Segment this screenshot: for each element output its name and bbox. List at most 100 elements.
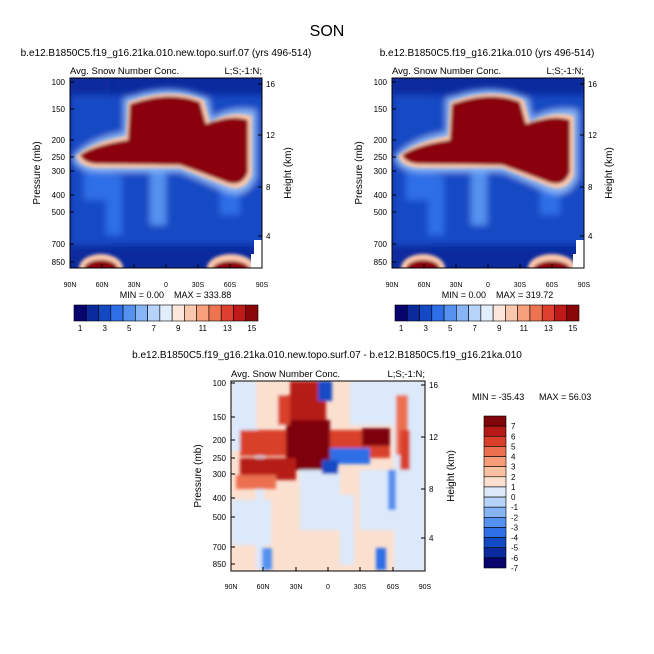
panel-a-right-label: L;S;-1:N;: [225, 66, 263, 77]
panel-a-title: b.e12.B1850C5.f19_g16.21ka.010.new.topo.…: [21, 48, 312, 59]
panel-a-ytick: 700: [52, 240, 66, 249]
panel-a-colorbar-swatch: [98, 304, 112, 322]
panel-c-ylabel-right: Height (km): [446, 450, 457, 502]
panel-c-ytick: 400: [213, 494, 227, 503]
panel-b-max-label: MAX = 319.72: [496, 290, 553, 300]
panel-b-ytick-right: 4: [588, 232, 593, 241]
panel-b-title: b.e12.B1850C5.f19_g16.21ka.010 (yrs 496-…: [380, 48, 595, 59]
panel-b-colorbar-label: 13: [544, 324, 553, 333]
panel-c-xtick: 90S: [419, 584, 432, 591]
panel-a-field: [70, 78, 262, 268]
panel-b-min-label: MIN = 0.00: [442, 290, 486, 300]
panel-a-ytick: 200: [52, 136, 66, 145]
panel-a-colorbar-label: 1: [78, 324, 83, 333]
panel-c-ytick: 300: [213, 470, 227, 479]
panel-b-colorbar-swatch: [406, 304, 420, 322]
panel-a-colorbar-swatch: [147, 304, 161, 322]
panel-c-colorbar-label: 7: [511, 422, 516, 431]
panel-b-colorbar-swatch: [492, 304, 506, 322]
panel-a-ylabel-right: Height (km): [283, 147, 294, 199]
panel-b-ytick-right: 12: [588, 131, 597, 140]
panel-b-colorbar-swatch: [480, 304, 494, 322]
panel-c-ytick: 250: [213, 454, 227, 463]
panel-a-colorbar-swatch: [233, 304, 247, 322]
panel-a-ytick: 850: [52, 258, 66, 267]
panel-c-colorbar-label: -7: [511, 564, 519, 573]
panel-c-colorbar-swatch: [483, 435, 507, 447]
panel-c-colorbar-label: -6: [511, 554, 519, 563]
panel-a-colorbar-swatch: [208, 304, 222, 322]
panel-c-colorbar-label: 1: [511, 483, 516, 492]
panel-a-colorbar-swatch: [245, 304, 259, 322]
panel-c-colorbar-label: 0: [511, 493, 516, 502]
panel-a-colorbar-label: 5: [127, 324, 132, 333]
panel-a-min-label: MIN = 0.00: [120, 290, 164, 300]
panel-b-right-label: L;S;-1:N;: [547, 66, 585, 77]
panel-b-ytick: 150: [374, 105, 388, 114]
panel-c-colorbar-swatch: [483, 425, 507, 437]
panel-c-field: [231, 381, 425, 571]
panel-b-xtick: 0: [486, 282, 490, 289]
panel-c-colorbar-label: 4: [511, 453, 516, 462]
panel-b-colorbar-swatch: [505, 304, 518, 322]
panel-b-colorbar-label: 15: [568, 324, 577, 333]
panel-c-ytick-right: 16: [429, 381, 438, 390]
panel-c-colorbar-swatch: [483, 415, 507, 427]
panel-b-colorbar-label: 1: [399, 324, 404, 333]
panel-b-colorbar-label: 9: [497, 324, 502, 333]
panel-a-xtick: 90S: [256, 282, 269, 289]
panel-c-ytick: 150: [213, 413, 227, 422]
panel-a-ytick-right: 4: [266, 232, 271, 241]
panel-b-ytick-right: 8: [588, 183, 593, 192]
panel-b-ytick: 400: [374, 191, 388, 200]
panel-b-ylabel: Pressure (mb): [354, 141, 365, 204]
panel-c-colorbar-label: -1: [511, 503, 519, 512]
panel-a-colorbar-label: 13: [223, 324, 232, 333]
panel-b-colorbar-swatch: [456, 304, 469, 322]
panel-b-colorbar-swatch: [566, 304, 580, 322]
panel-b-xtick: 60S: [546, 282, 559, 289]
panel-a-colorbar-swatch: [73, 304, 87, 322]
panel-b-colorbar-swatch: [443, 304, 457, 322]
panel-a-xtick: 30N: [128, 282, 141, 289]
panel-b-ytick: 250: [374, 153, 388, 162]
panel-c-xtick: 60S: [387, 584, 400, 591]
panel-b-ytick: 300: [374, 167, 388, 176]
panel-b-colorbar-swatch: [394, 304, 408, 322]
panel-b-colorbar-swatch: [431, 304, 445, 322]
panel-c-colorbar-label: -4: [511, 534, 519, 543]
panel-b-xtick: 90N: [386, 282, 399, 289]
panel-c: b.e12.B1850C5.f19_g16.21ka.010.new.topo.…: [132, 350, 591, 591]
panel-c-colorbar-label: 6: [511, 432, 516, 441]
panel-b-xtick: 30N: [450, 282, 463, 289]
panel-a-xtick: 90N: [64, 282, 77, 289]
panel-b-ytick: 100: [374, 78, 388, 87]
panel-c-colorbar-swatch: [483, 517, 507, 528]
panel-a-max-label: MAX = 333.88: [174, 290, 231, 300]
panel-a-colorbar-swatch: [122, 304, 136, 322]
panel-a-ytick: 400: [52, 191, 66, 200]
panel-b-ytick: 200: [374, 136, 388, 145]
panel-c-colorbar-label: -5: [511, 544, 519, 553]
panel-c-colorbar-swatch: [483, 527, 507, 538]
panel-c-colorbar-swatch: [483, 496, 507, 508]
panel-b-ytick: 700: [374, 240, 388, 249]
panel-c-colorbar-swatch: [483, 446, 507, 457]
panel-a-xtick: 60S: [224, 282, 237, 289]
panel-b-colorbar-label: 5: [448, 324, 453, 333]
panel-a-colorbar-swatch: [220, 304, 234, 322]
panel-a-ylabel: Pressure (mb): [32, 141, 43, 204]
panel-a-colorbar-label: 11: [199, 324, 208, 333]
panel-b-ytick: 500: [374, 208, 388, 217]
panel-a-colorbar-label: 9: [176, 324, 181, 333]
panel-a-xtick: 60N: [96, 282, 109, 289]
panel-b-colorbar-label: 7: [473, 324, 478, 333]
panel-b-ytick: 850: [374, 258, 388, 267]
panel-c-ytick-right: 4: [429, 534, 434, 543]
panel-a-colorbar-swatch: [135, 304, 148, 322]
panel-a-colorbar-swatch: [159, 304, 173, 322]
panel-b: b.e12.B1850C5.f19_g16.21ka.010 (yrs 496-…: [354, 48, 615, 333]
panel-a-ytick: 500: [52, 208, 66, 217]
